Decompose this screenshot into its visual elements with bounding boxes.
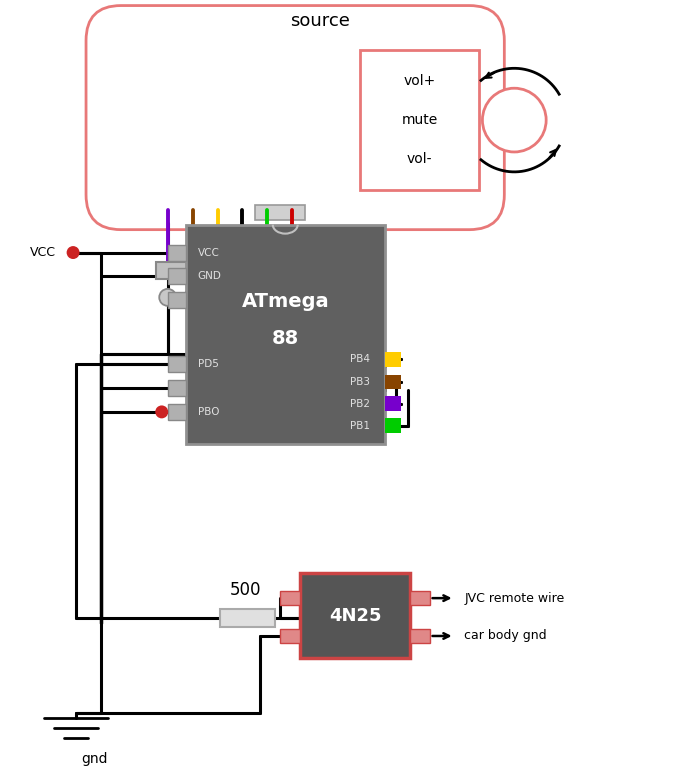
FancyBboxPatch shape bbox=[410, 591, 430, 605]
FancyBboxPatch shape bbox=[168, 380, 186, 396]
Circle shape bbox=[234, 289, 251, 306]
Text: PBO: PBO bbox=[197, 407, 219, 417]
Text: gnd: gnd bbox=[81, 752, 108, 766]
FancyBboxPatch shape bbox=[168, 293, 186, 308]
FancyBboxPatch shape bbox=[385, 351, 400, 367]
Text: PB2: PB2 bbox=[350, 399, 370, 409]
Circle shape bbox=[209, 289, 226, 306]
FancyBboxPatch shape bbox=[168, 356, 186, 372]
Text: PD5: PD5 bbox=[197, 359, 219, 369]
FancyBboxPatch shape bbox=[281, 591, 300, 605]
Circle shape bbox=[482, 88, 546, 152]
Text: JVC remote wire: JVC remote wire bbox=[464, 591, 565, 604]
FancyBboxPatch shape bbox=[168, 404, 186, 420]
Circle shape bbox=[67, 246, 80, 259]
FancyBboxPatch shape bbox=[300, 574, 410, 658]
FancyBboxPatch shape bbox=[186, 224, 385, 444]
Text: mute: mute bbox=[402, 113, 438, 127]
Text: vol+: vol+ bbox=[404, 74, 436, 88]
FancyBboxPatch shape bbox=[385, 375, 400, 389]
FancyBboxPatch shape bbox=[360, 50, 479, 190]
FancyBboxPatch shape bbox=[156, 262, 305, 279]
FancyBboxPatch shape bbox=[168, 245, 186, 261]
Text: vol-: vol- bbox=[407, 152, 432, 166]
FancyBboxPatch shape bbox=[410, 629, 430, 643]
FancyBboxPatch shape bbox=[221, 609, 275, 627]
Circle shape bbox=[159, 289, 176, 306]
Text: VCC: VCC bbox=[197, 248, 219, 258]
Circle shape bbox=[284, 289, 301, 306]
Text: GND: GND bbox=[197, 272, 221, 282]
Text: PB4: PB4 bbox=[350, 354, 370, 364]
Text: source: source bbox=[290, 12, 350, 29]
Circle shape bbox=[184, 289, 201, 306]
FancyBboxPatch shape bbox=[255, 205, 305, 220]
FancyBboxPatch shape bbox=[168, 269, 186, 284]
FancyBboxPatch shape bbox=[281, 629, 300, 643]
Text: car body gnd: car body gnd bbox=[464, 629, 547, 642]
Text: PB1: PB1 bbox=[350, 421, 370, 431]
Text: 500: 500 bbox=[229, 581, 261, 599]
Text: 88: 88 bbox=[272, 329, 299, 348]
Text: 4N25: 4N25 bbox=[329, 607, 381, 625]
FancyBboxPatch shape bbox=[385, 396, 400, 412]
FancyBboxPatch shape bbox=[385, 419, 400, 433]
Text: ATmega: ATmega bbox=[241, 292, 329, 311]
Text: PB3: PB3 bbox=[350, 377, 370, 387]
FancyBboxPatch shape bbox=[86, 5, 505, 230]
Text: VCC: VCC bbox=[30, 246, 56, 259]
Circle shape bbox=[259, 289, 276, 306]
Circle shape bbox=[155, 406, 168, 419]
